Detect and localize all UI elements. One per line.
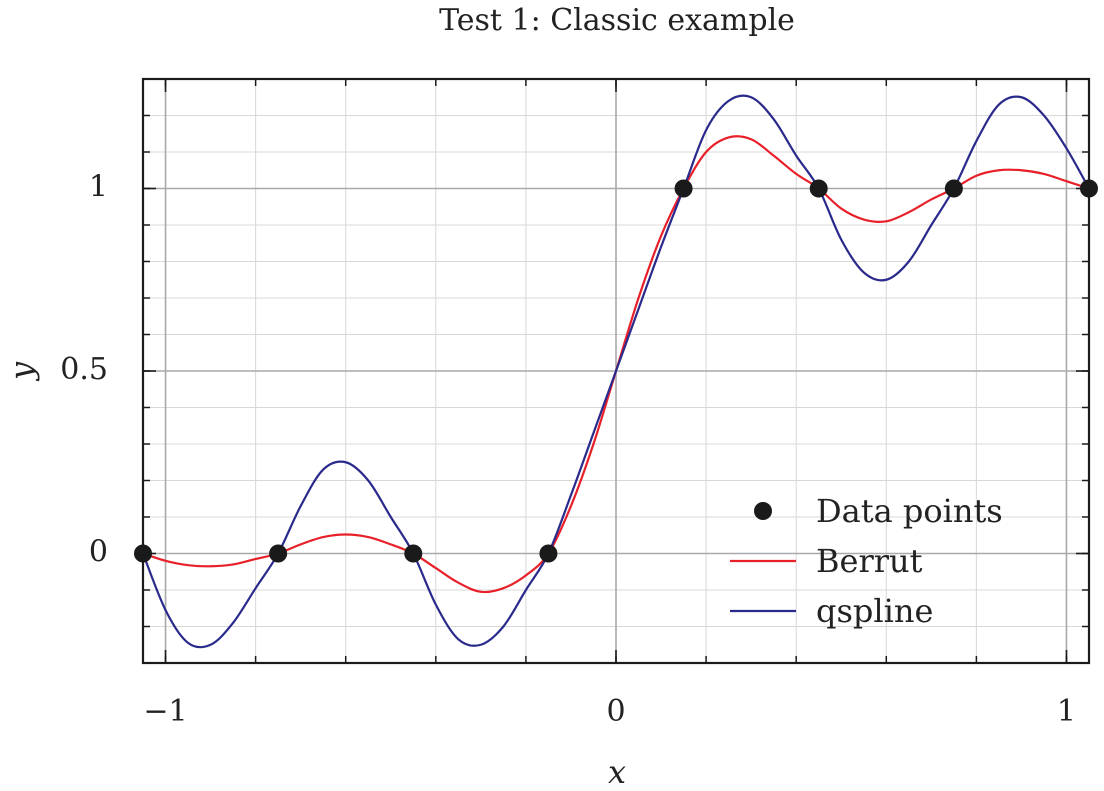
legend: Data points Berrut qspline [730, 492, 1003, 630]
y-tick-label: 1 [89, 170, 108, 205]
legend-marker-data-points [754, 502, 772, 520]
series-line-qspline [141, 94, 1090, 649]
data-point [134, 544, 152, 563]
data-point [539, 544, 558, 563]
data-point [809, 179, 828, 198]
data-point [674, 179, 693, 198]
y-tick-label: 0 [89, 535, 108, 570]
y-tick-label: 0.5 [60, 352, 108, 387]
tick-labels: −1 0 1 0 0.5 1 [60, 170, 1076, 730]
x-tick-label: 0 [606, 694, 625, 729]
legend-label-data-points: Data points [816, 492, 1003, 530]
x-axis-label: x [608, 753, 626, 791]
data-points-layer [134, 179, 1098, 563]
major-grid [143, 79, 1089, 663]
data-point [269, 544, 288, 563]
y-axis-label: y [3, 361, 41, 382]
x-tick-label: −1 [143, 694, 187, 729]
data-point [944, 179, 963, 198]
data-point [404, 544, 423, 563]
chart-title: Test 1: Classic example [439, 3, 795, 38]
legend-label-berrut: Berrut [816, 542, 923, 580]
series-layer [141, 94, 1090, 649]
data-point [1080, 179, 1098, 198]
legend-label-qspline: qspline [816, 592, 933, 630]
x-tick-label: 1 [1057, 694, 1076, 729]
